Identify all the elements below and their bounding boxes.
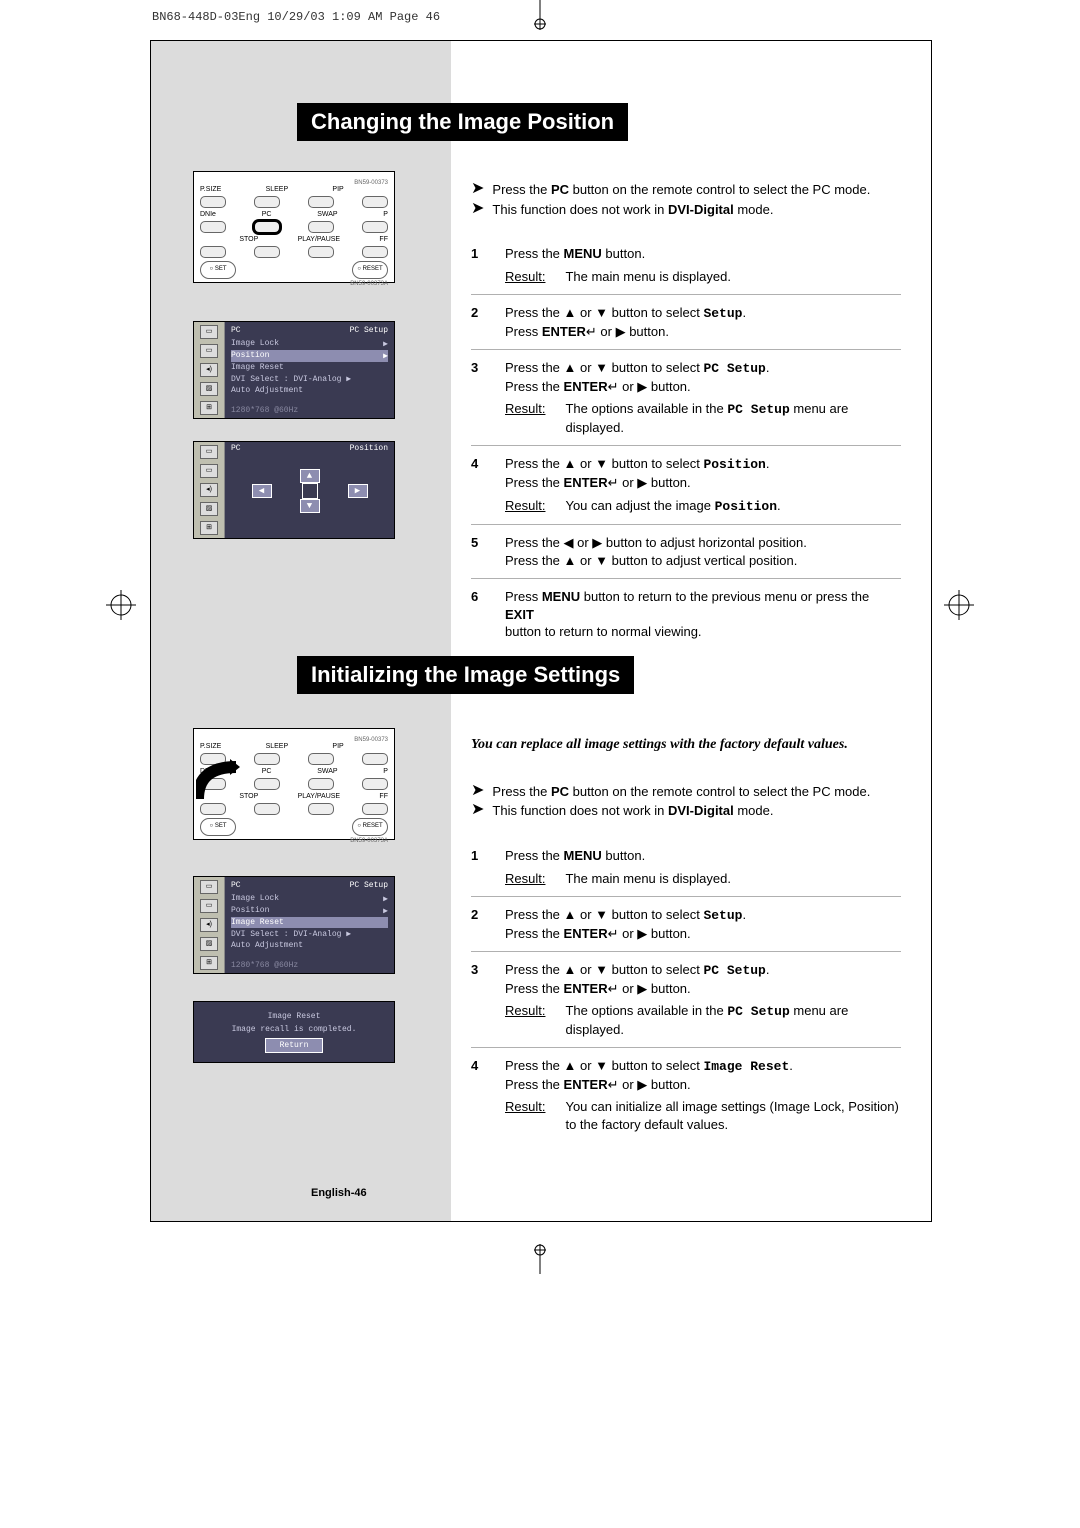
section2-content: You can replace all image settings with … (471, 736, 901, 1143)
page-frame: Changing the Image Position BN59-00373 P… (150, 40, 932, 1222)
registration-mark-right (944, 590, 974, 623)
left-arrow-icon: ◀ (252, 484, 272, 498)
section1-content: ➤Press the PC button on the remote contr… (471, 181, 901, 650)
down-arrow-icon: ▼ (300, 499, 320, 513)
remote-illustration-1: BN59-00373 P.SIZESLEEPPIP DNIePCSWAPP ST… (193, 171, 395, 283)
menu-pc-setup-1: ▭▭◂)▨⊞ PCPC Setup Image Lock▶ Position▶ … (193, 321, 395, 419)
remote-serial2: BN59-00373A (200, 281, 388, 287)
print-header: BN68-448D-03Eng 10/29/03 1:09 AM Page 46 (152, 10, 440, 24)
callout-arrow-icon (196, 757, 240, 801)
reset-title: Image Reset (268, 1012, 321, 1021)
registration-mark-left (106, 590, 136, 623)
up-arrow-icon: ▲ (300, 469, 320, 483)
crop-mark-top (530, 0, 550, 30)
pointer-icon: ➤ (471, 783, 484, 801)
page-number: English-46 (311, 1187, 367, 1199)
image-reset-box: Image Reset Image recall is completed. R… (193, 1001, 395, 1063)
pointer-icon: ➤ (471, 802, 484, 820)
remote-illustration-2: BN59-00373 P.SIZESLEEPPIP DNIePCSWAPP ST… (193, 728, 395, 840)
right-arrow-icon: ▶ (348, 484, 368, 498)
pointer-icon: ➤ (471, 181, 484, 199)
menu-position: ▭▭◂)▨⊞ PCPosition ▲ ◀▶ ▼ (193, 441, 395, 539)
menu-pc-setup-2: ▭▭◂)▨⊞ PCPC Setup Image Lock▶ Position▶ … (193, 876, 395, 974)
section2-title: Initializing the Image Settings (297, 656, 634, 694)
reset-message: Image recall is completed. (232, 1025, 357, 1034)
pointer-icon: ➤ (471, 201, 484, 219)
crop-mark-bottom (530, 1244, 550, 1274)
section2-lead: You can replace all image settings with … (471, 736, 901, 755)
return-button: Return (265, 1038, 324, 1053)
section1-title: Changing the Image Position (297, 103, 628, 141)
